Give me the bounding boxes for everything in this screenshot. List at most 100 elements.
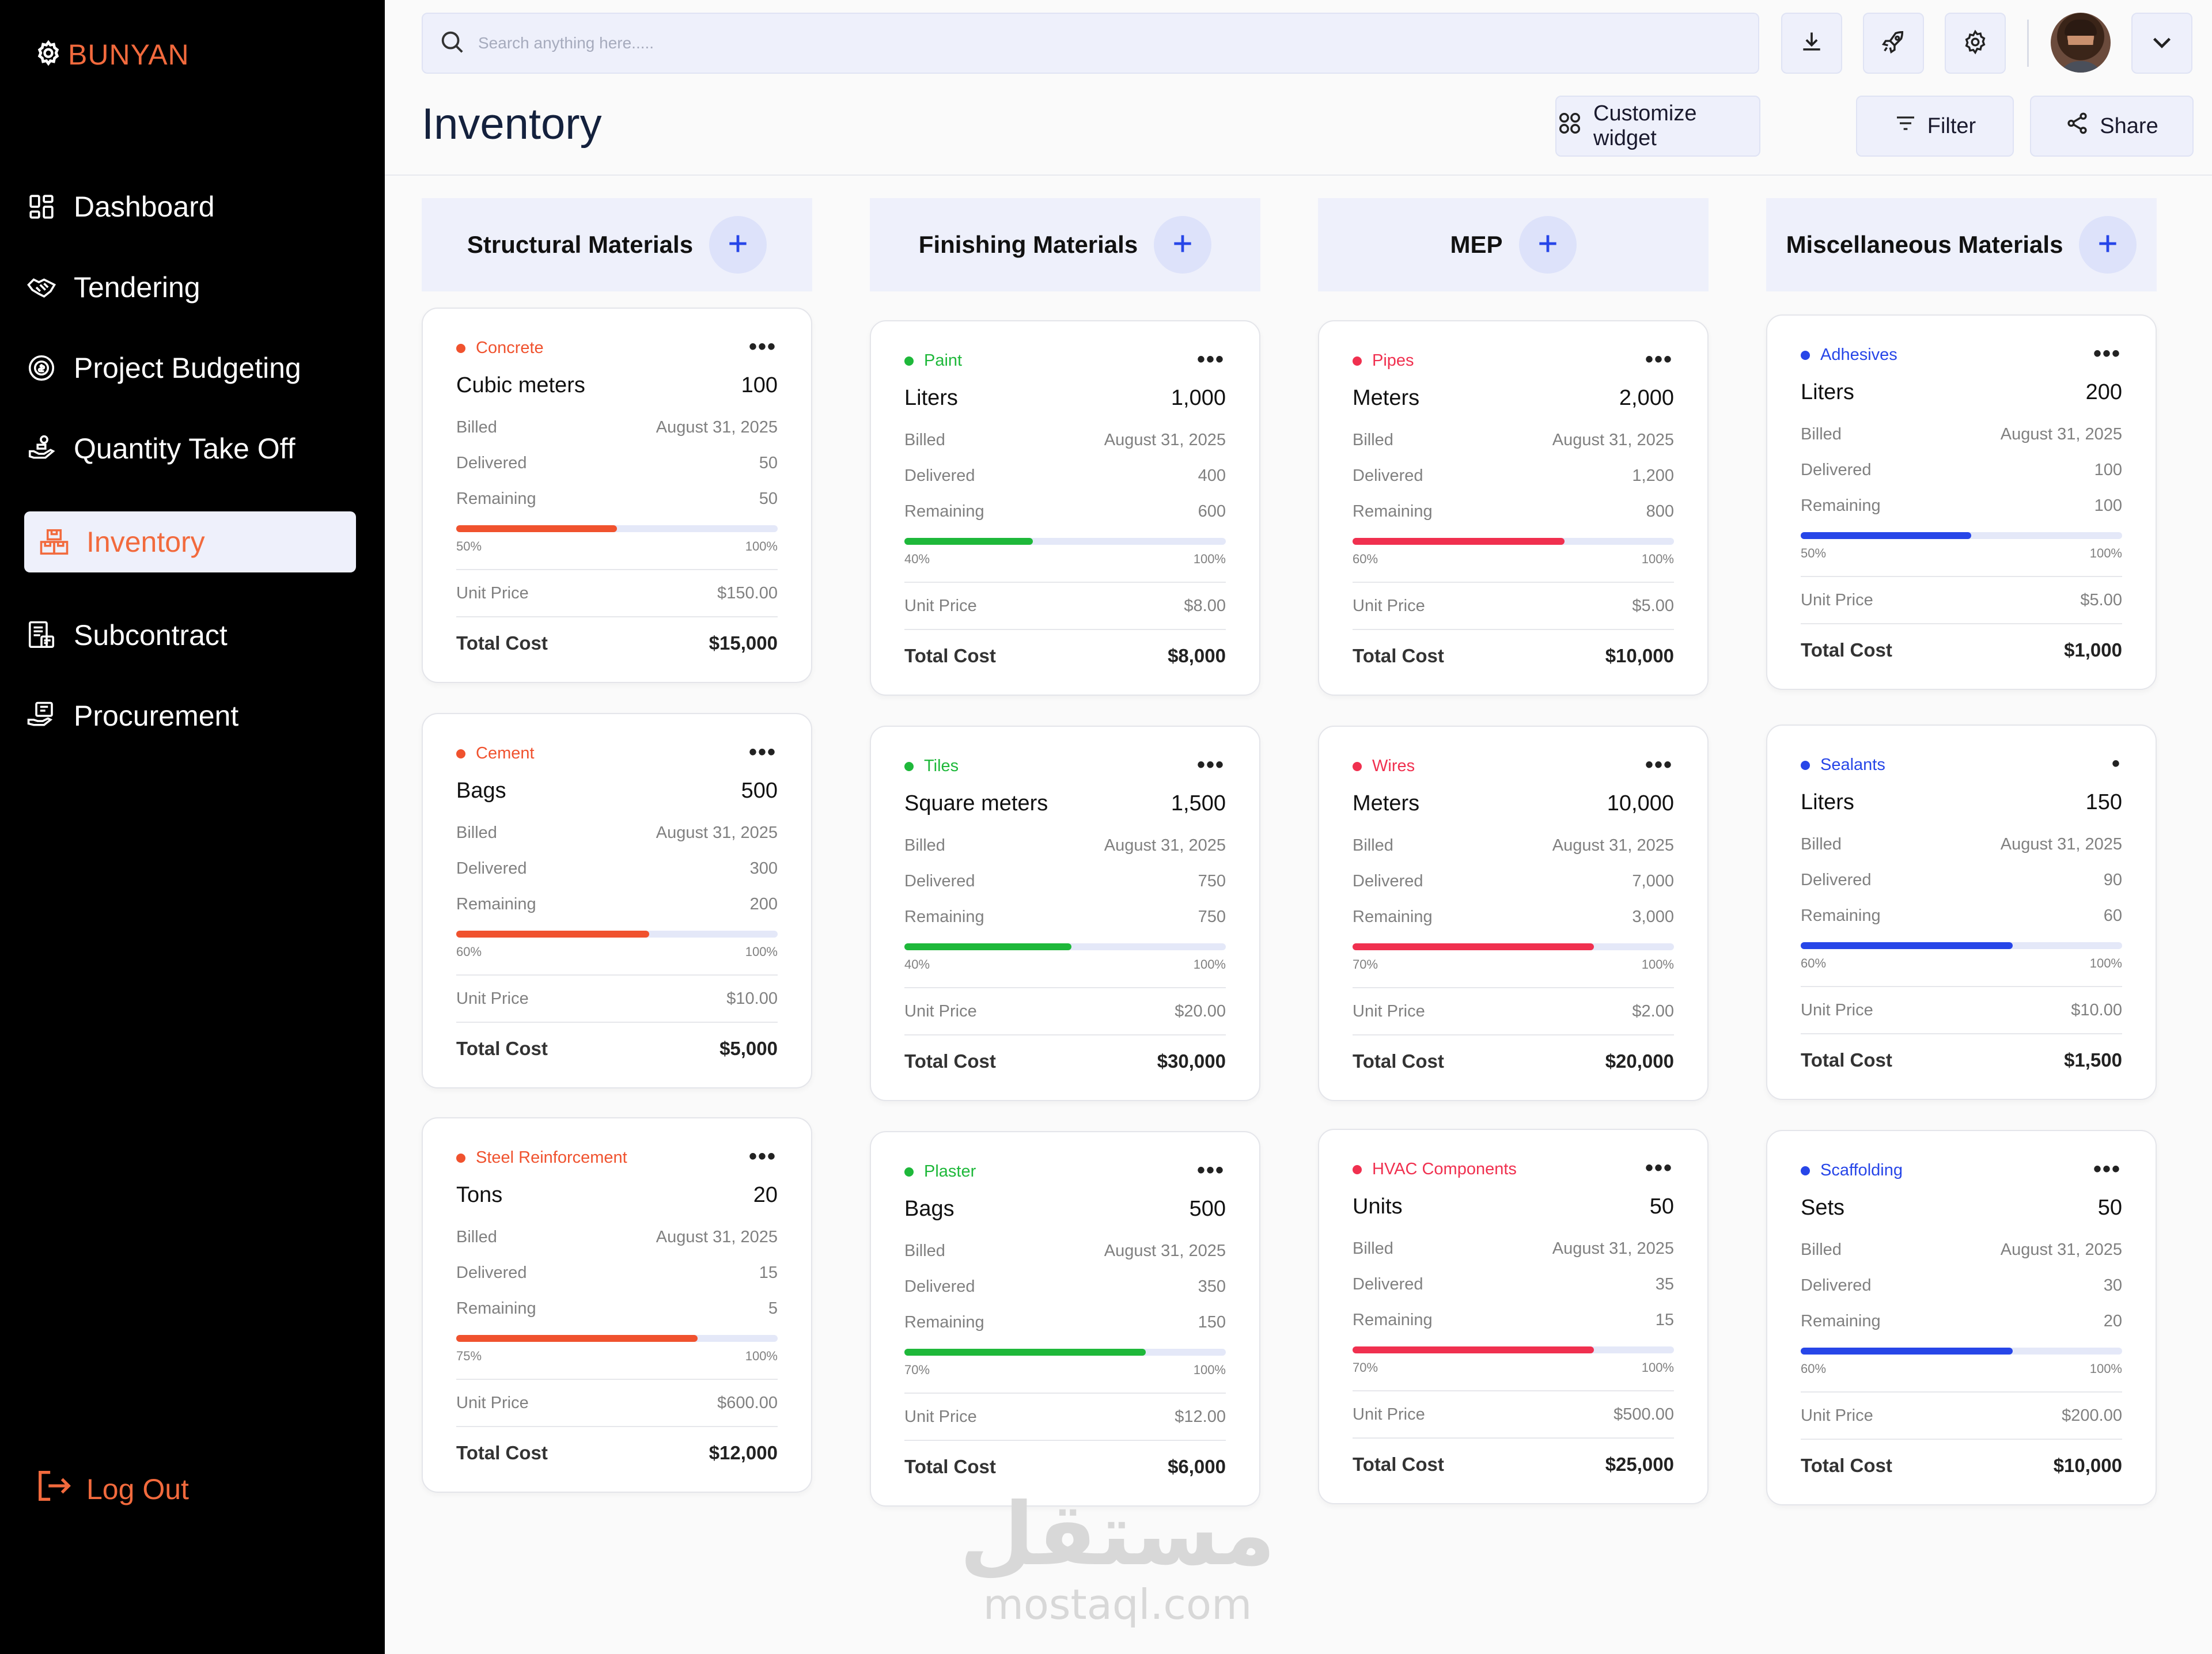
unit-row: Sets 50 bbox=[1801, 1196, 2122, 1220]
total-cost-value: $1,000 bbox=[2064, 639, 2122, 661]
progress-fill bbox=[1353, 943, 1594, 950]
procurement-hand-icon bbox=[24, 699, 59, 733]
unit-price-value: $2.00 bbox=[1632, 1002, 1674, 1021]
delivered-row: Delivered 30 bbox=[1801, 1276, 2122, 1295]
more-options-icon[interactable]: ••• bbox=[1645, 347, 1673, 372]
progress-fill bbox=[1801, 1348, 2013, 1355]
material-card[interactable]: Plaster ••• Bags 500 Billed August 31, 2025 De… bbox=[870, 1131, 1260, 1507]
filter-button[interactable]: Filter bbox=[1856, 96, 2014, 157]
filter-label: Filter bbox=[1927, 113, 1976, 138]
remaining-row-label: Remaining bbox=[1801, 906, 1881, 925]
material-card[interactable]: HVAC Components ••• Units 50 Billed August 31… bbox=[1318, 1129, 1709, 1504]
billed-row: Billed August 31, 2025 bbox=[456, 1228, 778, 1247]
card-divider bbox=[1353, 987, 1674, 988]
progress-labels: 70% 100% bbox=[1353, 957, 1674, 972]
more-options-icon[interactable]: ••• bbox=[1196, 1158, 1225, 1183]
sidebar-item-quantity-take-off[interactable]: Quantity Take Off bbox=[24, 418, 356, 479]
billed-row: Billed August 31, 2025 bbox=[904, 1242, 1226, 1261]
card-divider bbox=[456, 1426, 778, 1427]
progress-percent: 75% bbox=[456, 1349, 482, 1363]
billed-row: Billed August 31, 2025 bbox=[456, 418, 778, 437]
logout-button[interactable]: Log Out bbox=[33, 1466, 189, 1513]
unit-price-value: $12.00 bbox=[1175, 1408, 1226, 1426]
remaining-row: Remaining 800 bbox=[1353, 502, 1674, 521]
material-tag: Paint bbox=[904, 351, 962, 370]
download-button[interactable] bbox=[1781, 13, 1842, 74]
material-name: Scaffolding bbox=[1820, 1161, 1903, 1179]
material-tag: Wires bbox=[1353, 757, 1415, 776]
unit-row-label: Meters bbox=[1353, 386, 1420, 410]
remaining-row-value: 50 bbox=[759, 490, 778, 508]
remaining-row: Remaining 600 bbox=[904, 502, 1226, 521]
remaining-row-value: 200 bbox=[749, 895, 778, 913]
search-input[interactable] bbox=[478, 34, 1515, 52]
total-cost-value: $5,000 bbox=[719, 1038, 778, 1059]
progress-labels: 70% 100% bbox=[904, 1363, 1226, 1378]
material-card[interactable]: Sealants • Liters 150 Billed August 31, 2025 D… bbox=[1766, 724, 2157, 1100]
total-cost-label: Total Cost bbox=[1801, 1455, 1892, 1476]
add-mep-button[interactable] bbox=[1518, 216, 1577, 274]
delivered-row-value: 750 bbox=[1198, 872, 1226, 890]
plus-icon bbox=[2095, 231, 2120, 259]
material-card[interactable]: Adhesives ••• Liters 200 Billed August 31, 20… bbox=[1766, 314, 2157, 690]
more-options-icon[interactable]: • bbox=[2111, 751, 2121, 776]
sidebar-item-inventory[interactable]: Inventory bbox=[24, 511, 356, 572]
remaining-row-label: Remaining bbox=[1801, 496, 1881, 515]
add-miscellaneous-button[interactable] bbox=[2079, 216, 2137, 274]
more-options-icon[interactable]: ••• bbox=[2093, 341, 2121, 366]
material-card[interactable]: Cement ••• Bags 500 Billed August 31, 2025 Del… bbox=[422, 713, 812, 1088]
billed-row-label: Billed bbox=[456, 824, 497, 842]
card-divider bbox=[904, 1440, 1226, 1441]
unit-row: Units 50 bbox=[1353, 1194, 1674, 1219]
sidebar-item-procurement[interactable]: Procurement bbox=[24, 685, 356, 746]
more-options-icon[interactable]: ••• bbox=[748, 1144, 777, 1169]
remaining-row: Remaining 750 bbox=[904, 908, 1226, 927]
rocket-button[interactable] bbox=[1863, 13, 1924, 74]
toolbar-divider bbox=[2027, 20, 2029, 67]
material-card[interactable]: Tiles ••• Square meters 1,500 Billed August 3… bbox=[870, 726, 1260, 1101]
progress-labels: 75% 100% bbox=[456, 1349, 778, 1364]
material-card[interactable]: Scaffolding ••• Sets 50 Billed August 31, 202… bbox=[1766, 1130, 2157, 1505]
sidebar-item-subcontract[interactable]: Subcontract bbox=[24, 605, 356, 666]
more-options-icon[interactable]: ••• bbox=[1196, 752, 1225, 777]
delivered-row-value: 7,000 bbox=[1632, 872, 1674, 890]
avatar[interactable] bbox=[2051, 13, 2111, 73]
account-menu-button[interactable] bbox=[2131, 13, 2192, 74]
more-options-icon[interactable]: ••• bbox=[748, 334, 777, 359]
delivered-row: Delivered 35 bbox=[1353, 1275, 1674, 1294]
share-button[interactable]: Share bbox=[2030, 96, 2194, 157]
card-divider bbox=[904, 1393, 1226, 1394]
material-card[interactable]: Steel Reinforcement ••• Tons 20 Billed August… bbox=[422, 1117, 812, 1493]
sidebar-item-tendering[interactable]: Tendering bbox=[24, 257, 356, 318]
more-options-icon[interactable]: ••• bbox=[1196, 347, 1225, 372]
unit-price-value: $5.00 bbox=[2080, 591, 2122, 609]
card-divider bbox=[456, 569, 778, 570]
logo[interactable]: BUNYAN bbox=[33, 38, 190, 71]
remaining-row: Remaining 5 bbox=[456, 1299, 778, 1318]
material-card[interactable]: Wires ••• Meters 10,000 Billed August 31, 202… bbox=[1318, 726, 1709, 1101]
more-options-icon[interactable]: ••• bbox=[1645, 1155, 1673, 1181]
more-options-icon[interactable]: ••• bbox=[748, 739, 777, 765]
material-tag: Concrete bbox=[456, 339, 544, 358]
settings-button[interactable] bbox=[1945, 13, 2006, 74]
sidebar: BUNYAN Dashboard Tendering Project Budge… bbox=[0, 0, 385, 1654]
more-options-icon[interactable]: ••• bbox=[2093, 1156, 2121, 1182]
material-card[interactable]: Concrete ••• Cubic meters 100 Billed August 3… bbox=[422, 308, 812, 683]
unit-price-row: Unit Price $500.00 bbox=[1353, 1405, 1674, 1424]
customize-widget-button[interactable]: Customize widget bbox=[1555, 96, 1760, 157]
sidebar-item-dashboard[interactable]: Dashboard bbox=[24, 176, 356, 237]
total-cost-label: Total Cost bbox=[904, 645, 996, 666]
unit-price-label: Unit Price bbox=[1353, 597, 1425, 615]
add-finishing-button[interactable] bbox=[1154, 216, 1212, 274]
unit-row-label: Sets bbox=[1801, 1196, 1845, 1220]
material-card[interactable]: Pipes ••• Meters 2,000 Billed August 31, 2025… bbox=[1318, 320, 1709, 696]
progress-bar bbox=[1353, 943, 1674, 950]
progress-fill bbox=[904, 943, 1072, 950]
more-options-icon[interactable]: ••• bbox=[1645, 752, 1673, 777]
material-card[interactable]: Paint ••• Liters 1,000 Billed August 31, 2025… bbox=[870, 320, 1260, 696]
search-bar[interactable] bbox=[422, 13, 1759, 74]
billed-row-value: August 31, 2025 bbox=[2000, 425, 2122, 443]
add-structural-button[interactable] bbox=[709, 216, 767, 274]
delivered-row-label: Delivered bbox=[456, 454, 527, 472]
sidebar-item-project-budgeting[interactable]: Project Budgeting bbox=[24, 337, 356, 399]
